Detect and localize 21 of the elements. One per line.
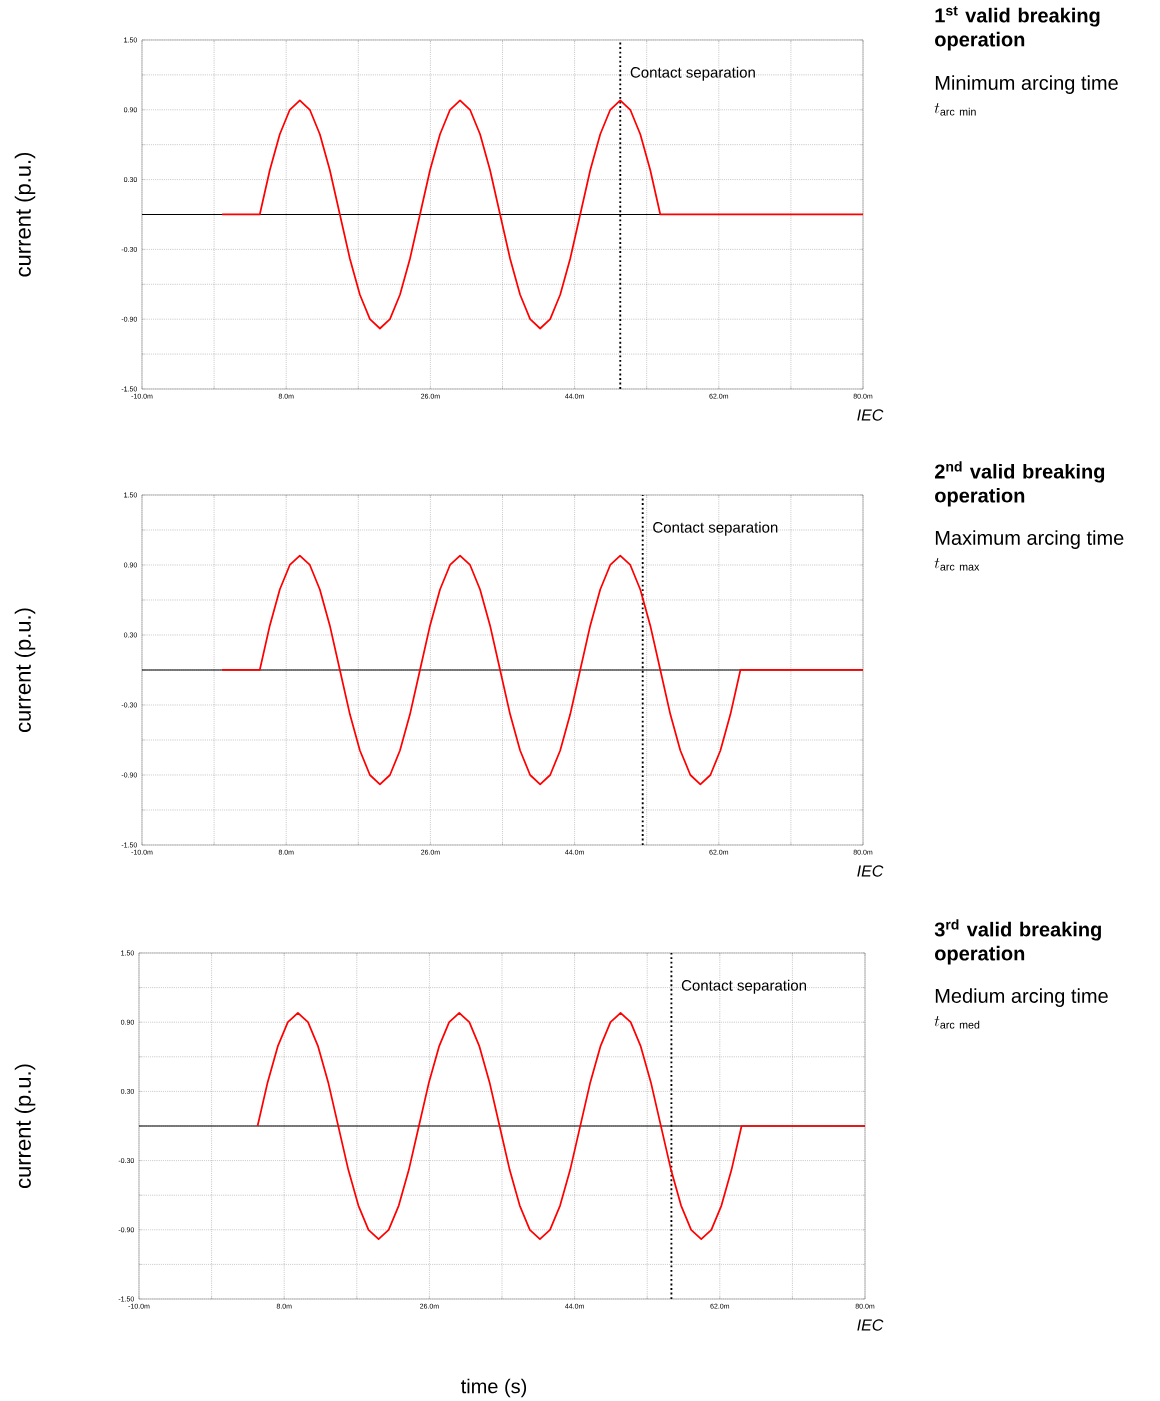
text: $t_{\mathrm{arc\ med}}$ — [934, 1016, 980, 1029]
text: Minimum arcing time — [935, 75, 1118, 94]
ref-line-label: Contact separation — [653, 521, 778, 536]
text: Maximum arcing time — [935, 530, 1124, 549]
text: 3$^{rd}$ valid breaking operation — [934, 919, 1101, 965]
text: 1$^{st}$ valid breaking operation — [935, 6, 1100, 51]
text: IEC — [857, 1319, 884, 1331]
text: 2$^{nd}$ valid breaking operation — [934, 461, 1105, 507]
y-axis-title: current (p.u.) — [14, 608, 36, 733]
ref-line-label: Contact separation — [681, 979, 807, 994]
x-axis-title: time (s) — [460, 1378, 527, 1398]
text: $t_{\mathrm{arc\ max}}$ — [934, 558, 980, 571]
y-axis-title: current (p.u.) — [14, 152, 36, 277]
text: $t_{\mathrm{arc\ min}}$ — [934, 103, 976, 116]
text: IEC — [857, 409, 884, 421]
text: Medium arcing time — [935, 988, 1108, 1007]
ref-line-label: Contact separation — [630, 66, 755, 81]
y-axis-title: current (p.u.) — [14, 1064, 36, 1189]
line-series — [221, 554, 864, 786]
line-series — [221, 99, 864, 330]
text: IEC — [857, 865, 884, 877]
